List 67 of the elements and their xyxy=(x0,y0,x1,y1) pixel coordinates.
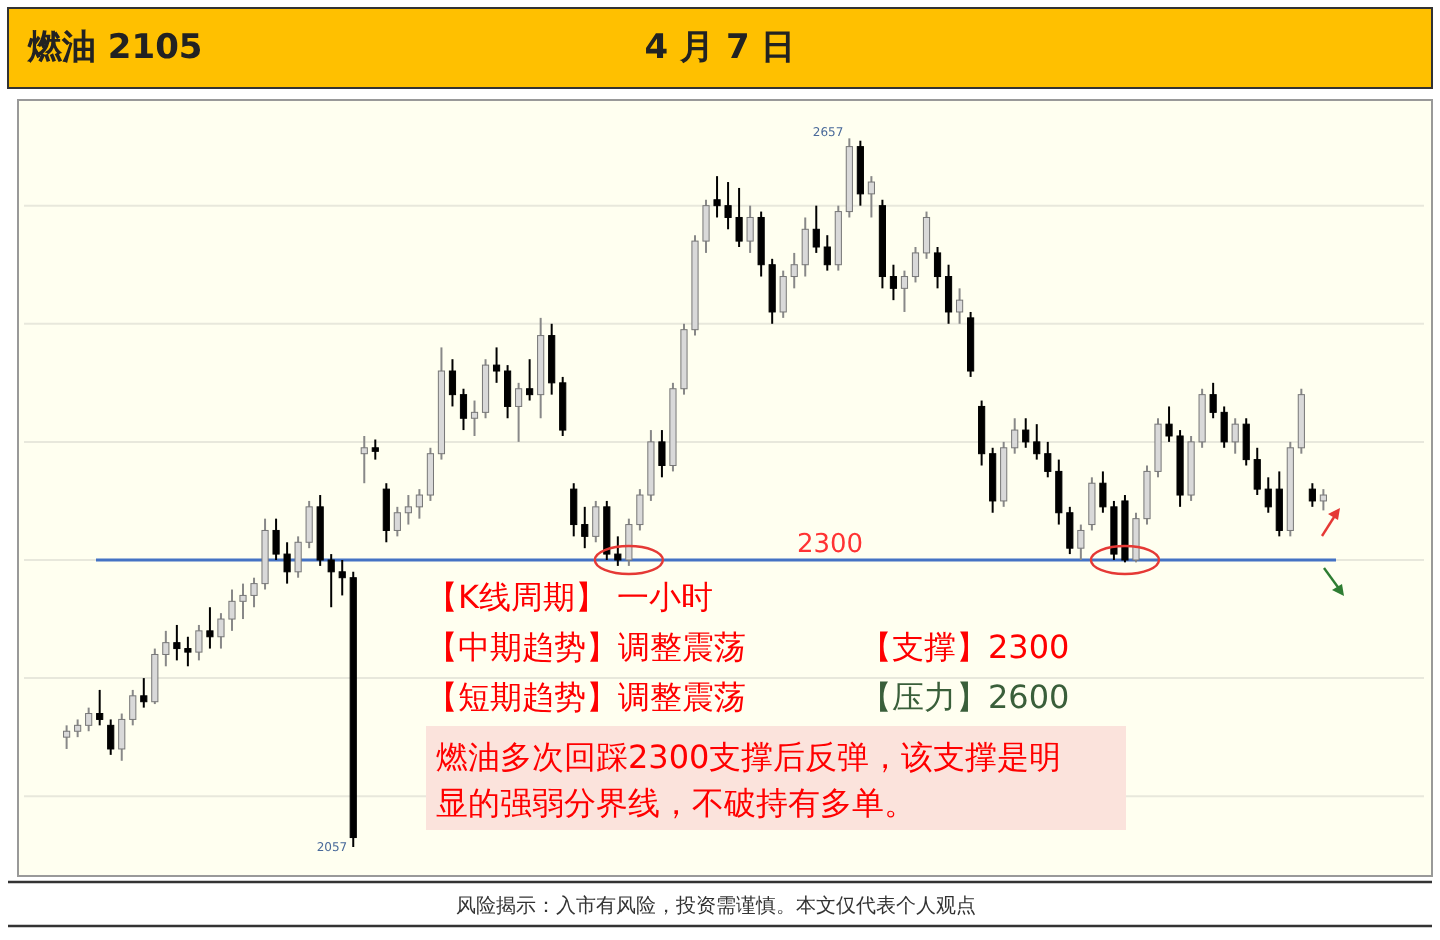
candlestick xyxy=(448,358,457,408)
candlestick xyxy=(206,606,214,650)
candlestick xyxy=(812,204,820,254)
chart-subtitle: 4 月 7 日 xyxy=(644,28,796,68)
annotation: 【K线周期】 一小时 xyxy=(426,578,714,616)
candlestick xyxy=(944,263,953,325)
annotation: 燃油多次回踩2300支撑后反弹，该支撑是明显的强弱分界线，不破持有多单。 xyxy=(436,738,1062,822)
annotation: 【压力】2600 xyxy=(860,678,1070,716)
candlestick xyxy=(96,688,104,727)
candlestick xyxy=(658,429,666,479)
candlestick xyxy=(459,387,468,432)
candlestick xyxy=(978,399,986,467)
candlestick xyxy=(1022,417,1030,449)
candlestick xyxy=(1242,417,1250,467)
annotation: 【短期趋势】调整震荡 xyxy=(426,678,746,716)
candlestick xyxy=(404,494,412,526)
candlestick xyxy=(1088,476,1096,532)
candlestick xyxy=(470,399,479,437)
candlestick xyxy=(526,358,534,402)
ref-line-label: 2300 xyxy=(796,529,864,560)
candlestick xyxy=(1077,523,1085,561)
candlestick xyxy=(129,688,137,727)
candlestick xyxy=(911,246,920,284)
candlestick xyxy=(426,446,434,502)
annotation: 【中期趋势】调整震荡 xyxy=(426,628,746,666)
candlestick xyxy=(504,364,512,420)
candlestick xyxy=(1264,476,1272,514)
candlestick xyxy=(140,677,148,709)
candlestick xyxy=(393,505,401,538)
candlestick xyxy=(956,287,964,325)
annotation: 【支撑】2300 xyxy=(860,628,1070,666)
text: 风险揭示：入市有风险，投资需谨慎。本文仅代表个人观点 xyxy=(456,894,976,918)
candlestick xyxy=(1011,417,1019,455)
candlestick xyxy=(989,446,997,514)
candlestick xyxy=(107,718,115,756)
candlestick xyxy=(801,216,809,278)
chart-title: 燃油 2105 xyxy=(26,28,203,68)
candlestick xyxy=(559,375,567,437)
candlestick xyxy=(360,434,368,485)
candlestick xyxy=(746,204,754,254)
candlestick xyxy=(867,175,875,219)
candlestick xyxy=(856,139,864,207)
candlestick xyxy=(1033,423,1041,461)
candlestick xyxy=(481,358,490,420)
candlestick xyxy=(515,381,523,443)
candlestick xyxy=(118,712,126,762)
candlestick xyxy=(1231,417,1239,455)
candlestick xyxy=(492,346,501,384)
candlestick xyxy=(382,482,390,544)
candlestick xyxy=(933,246,942,290)
candlestick xyxy=(1308,482,1316,508)
candlestick xyxy=(195,623,203,662)
candlestick xyxy=(592,499,600,544)
candlestick xyxy=(900,269,909,313)
candlestick xyxy=(1253,446,1261,497)
candlestick xyxy=(63,724,71,750)
candlestick xyxy=(1319,488,1327,512)
candlestick xyxy=(85,706,93,733)
candlestick xyxy=(581,505,589,550)
candlestick xyxy=(548,322,556,396)
candlestick xyxy=(823,234,831,272)
candlestick xyxy=(570,482,578,538)
candlestick xyxy=(415,488,423,520)
candlestick xyxy=(371,438,379,461)
candlestick xyxy=(889,263,898,302)
candlestick xyxy=(922,210,931,260)
candlestick xyxy=(1275,470,1283,538)
